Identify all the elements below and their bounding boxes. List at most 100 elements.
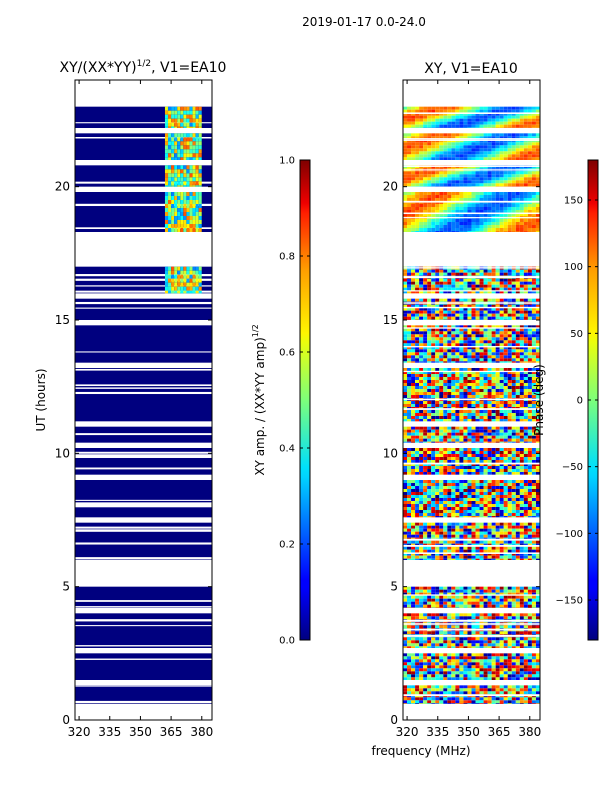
phase-cell <box>511 700 516 704</box>
phase-cell <box>415 441 420 443</box>
phase-cell <box>435 483 440 486</box>
phase-cell <box>507 304 512 308</box>
phase-cell <box>491 522 496 526</box>
phase-cell <box>531 540 536 544</box>
phase-cell <box>427 392 432 395</box>
amplitude-band-cell <box>164 216 168 220</box>
phase-cell <box>475 691 480 695</box>
phase-cell <box>511 492 516 495</box>
phase-cell <box>519 662 524 666</box>
phase-cell <box>475 463 480 466</box>
phase-cell <box>403 489 407 492</box>
phase-cell <box>507 454 512 457</box>
phase-cell <box>511 334 516 338</box>
phase-cell <box>523 540 528 544</box>
phase-cell <box>447 616 452 620</box>
phase-cell <box>499 460 504 463</box>
phase-cell <box>459 435 464 439</box>
phase-cell <box>435 601 440 605</box>
phase-cell <box>499 492 504 495</box>
phase-cell <box>415 325 420 329</box>
phase-cell <box>447 331 452 335</box>
phase-cell <box>419 334 424 338</box>
phase-cell <box>479 546 484 550</box>
amplitude-band-cell <box>183 177 187 182</box>
phase-cell <box>475 316 480 320</box>
phase-cell <box>479 598 484 602</box>
phase-cell <box>423 340 428 344</box>
phase-cell <box>475 640 480 644</box>
phase-cell <box>455 310 460 314</box>
phase-cell <box>439 472 444 475</box>
phase-cell <box>411 653 416 657</box>
phase-cell <box>531 435 536 439</box>
phase-cell <box>455 472 460 475</box>
phase-cell <box>447 328 452 332</box>
phase-cell <box>515 328 520 332</box>
amplitude-band-cell <box>192 157 196 160</box>
phase-cell <box>423 601 428 605</box>
phase-cell <box>459 392 464 395</box>
phase-cell <box>407 555 412 559</box>
phase-cell <box>495 343 500 347</box>
phase-cell <box>499 592 504 596</box>
phase-cell <box>467 507 472 510</box>
phase-cell <box>443 653 448 657</box>
phase-cell <box>515 483 520 486</box>
amplitude-flag-line <box>75 391 212 395</box>
amplitude-band-cell <box>171 106 175 111</box>
amplitude-band-cell <box>189 270 193 275</box>
phase-cell <box>455 438 460 442</box>
phase-cell <box>495 386 500 389</box>
phase-cell <box>447 659 452 663</box>
phase-cell <box>459 489 464 492</box>
phase-cell <box>487 501 492 504</box>
phase-cell <box>431 598 436 602</box>
phase-cell <box>439 352 444 356</box>
phase-cell <box>523 662 528 666</box>
phase-cell <box>447 337 452 341</box>
phase-cell <box>523 438 528 442</box>
phase-cell <box>503 358 508 362</box>
phase-cell <box>511 616 516 620</box>
phase-cell <box>511 426 516 430</box>
phase-cell <box>451 368 456 371</box>
phase-cell <box>515 604 520 608</box>
phase-cell <box>403 204 407 207</box>
phase-cell <box>407 691 412 695</box>
phase-cell <box>415 272 420 276</box>
amplitude-flag-line <box>75 301 212 305</box>
phase-cell <box>463 640 468 644</box>
amplitude-band-cell <box>168 278 172 283</box>
phase-cell <box>471 432 476 436</box>
phase-cell <box>471 334 476 338</box>
phase-cell <box>411 304 416 308</box>
phase-cell <box>511 595 516 599</box>
phase-cell <box>439 192 444 195</box>
phase-cell <box>463 310 468 314</box>
phase-cell <box>479 489 484 492</box>
phase-cell <box>439 703 444 704</box>
phase-cell <box>535 507 540 510</box>
phase-cell <box>459 451 464 454</box>
amplitude-band-cell <box>192 274 196 279</box>
phase-cell <box>419 460 424 463</box>
phase-cell <box>527 659 532 663</box>
phase-cell <box>419 325 424 329</box>
amplitude-band-cell <box>192 196 196 200</box>
phase-cell <box>423 337 428 341</box>
phase-cell <box>415 281 420 285</box>
phase-cell <box>523 435 528 439</box>
phase-cell <box>487 269 492 273</box>
amplitude-band-cell <box>198 286 202 291</box>
phase-cell <box>535 389 540 392</box>
amplitude-band-cell <box>180 173 184 178</box>
phase-cell <box>459 549 464 553</box>
phase-cell <box>435 640 440 644</box>
phase-cell <box>471 361 476 363</box>
phase-cell <box>447 598 452 602</box>
phase-cell <box>407 516 412 518</box>
phase-cell <box>479 352 484 356</box>
phase-cell <box>535 340 540 344</box>
phase-cell <box>407 504 412 507</box>
